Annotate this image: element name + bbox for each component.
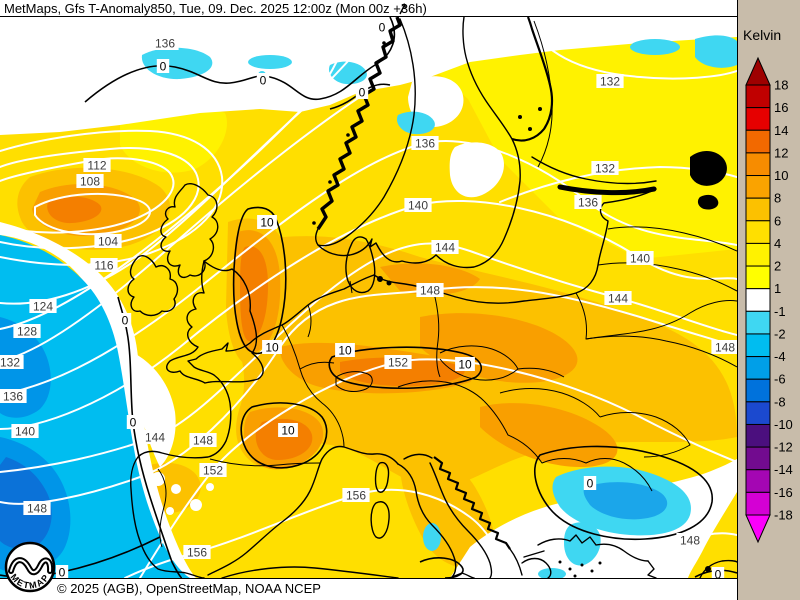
svg-text:152: 152: [388, 356, 408, 370]
svg-text:10: 10: [281, 424, 295, 438]
svg-text:140: 140: [630, 252, 650, 266]
svg-text:0: 0: [130, 416, 137, 430]
svg-text:-16: -16: [774, 485, 793, 500]
map-area: 136 132 112 108 136 132 136 140 104 116 144 140 148 1…: [0, 17, 737, 578]
svg-text:6: 6: [774, 213, 781, 228]
svg-text:2: 2: [774, 259, 781, 274]
svg-text:136: 136: [415, 137, 435, 151]
svg-text:4: 4: [774, 236, 781, 251]
svg-text:10: 10: [260, 216, 274, 230]
svg-text:1: 1: [774, 281, 781, 296]
svg-text:116: 116: [94, 259, 113, 273]
svg-text:132: 132: [595, 162, 615, 176]
svg-text:136: 136: [578, 196, 598, 210]
svg-text:156: 156: [346, 489, 366, 503]
svg-text:0: 0: [587, 477, 594, 491]
svg-text:148: 148: [420, 284, 440, 298]
svg-text:16: 16: [774, 100, 788, 115]
svg-text:-18: -18: [774, 508, 793, 523]
svg-text:10: 10: [265, 341, 279, 355]
svg-text:Kelvin: Kelvin: [743, 27, 781, 43]
svg-text:124: 124: [33, 300, 53, 314]
svg-text:-8: -8: [774, 394, 786, 409]
svg-text:136: 136: [3, 390, 23, 404]
svg-text:0: 0: [160, 60, 167, 74]
title-artifact-mark: [398, 2, 408, 16]
svg-text:-12: -12: [774, 440, 793, 455]
svg-text:18: 18: [774, 78, 788, 93]
svg-text:0: 0: [715, 568, 722, 579]
anomaly-map-svg: 136 132 112 108 136 132 136 140 104 116 144 140 148 1…: [0, 17, 737, 578]
svg-text:144: 144: [435, 241, 455, 255]
svg-text:10: 10: [774, 168, 788, 183]
svg-text:156: 156: [187, 546, 207, 560]
svg-text:14: 14: [774, 123, 788, 138]
svg-text:-4: -4: [774, 349, 786, 364]
metmaps-logo: METMAPS: [2, 540, 58, 598]
svg-text:148: 148: [27, 502, 47, 516]
svg-text:10: 10: [458, 358, 472, 372]
svg-text:104: 104: [98, 235, 118, 249]
svg-text:148: 148: [193, 434, 213, 448]
svg-text:0: 0: [379, 21, 386, 35]
colorbar: Kelvin 18 16 14 12 10 8 6 4 2 1 -1 -2 -4 -6 -8 -10 -12 -14…: [738, 0, 800, 600]
svg-text:12: 12: [774, 145, 788, 160]
title-bar: MetMaps, Gfs T-Anomaly850, Tue, 09. Dec.…: [0, 0, 737, 17]
svg-text:0: 0: [59, 566, 66, 579]
weather-map-page: 1361321121081361321361401041161441401481…: [0, 0, 800, 600]
copyright-text: © 2025 (AGB), OpenStreetMap, NOAA NCEP: [57, 581, 321, 596]
svg-text:-1: -1: [774, 304, 786, 319]
svg-text:0: 0: [260, 74, 267, 88]
svg-text:144: 144: [608, 292, 628, 306]
svg-text:148: 148: [680, 534, 700, 548]
svg-text:140: 140: [15, 425, 35, 439]
svg-text:112: 112: [87, 159, 106, 173]
svg-text:8: 8: [774, 191, 781, 206]
svg-text:136: 136: [155, 37, 175, 51]
svg-text:-10: -10: [774, 417, 793, 432]
svg-text:132: 132: [600, 75, 620, 89]
svg-text:148: 148: [715, 341, 735, 355]
legend-panel: Kelvin 18 16 14 12 10 8 6 4 2 1 -1 -2 -4 -6 -8 -10 -12 -14…: [737, 0, 800, 600]
svg-text:108: 108: [80, 175, 100, 189]
svg-text:-6: -6: [774, 372, 786, 387]
svg-text:140: 140: [408, 199, 428, 213]
footer-bar: © 2025 (AGB), OpenStreetMap, NOAA NCEP: [0, 578, 737, 600]
svg-text:128: 128: [17, 325, 37, 339]
svg-text:152: 152: [203, 464, 223, 478]
svg-text:0: 0: [122, 314, 129, 328]
map-title: MetMaps, Gfs T-Anomaly850, Tue, 09. Dec.…: [4, 1, 427, 16]
svg-text:132: 132: [0, 356, 20, 370]
svg-text:-2: -2: [774, 326, 786, 341]
svg-text:-14: -14: [774, 462, 793, 477]
svg-text:144: 144: [145, 431, 165, 445]
svg-text:10: 10: [338, 344, 352, 358]
svg-text:0: 0: [359, 86, 366, 100]
